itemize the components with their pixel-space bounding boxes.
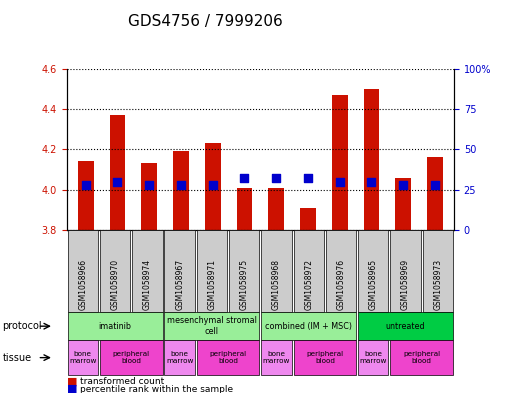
Text: ■: ■	[67, 384, 77, 393]
Bar	[141, 163, 157, 230]
Bar	[427, 157, 443, 230]
Text: mesenchymal stromal
cell: mesenchymal stromal cell	[167, 316, 257, 336]
Point	[145, 182, 153, 188]
Text: GSM1058967: GSM1058967	[175, 259, 184, 310]
Bar	[332, 95, 348, 230]
Text: protocol: protocol	[3, 321, 42, 331]
Text: percentile rank within the sample: percentile rank within the sample	[80, 385, 232, 393]
Point	[336, 178, 344, 185]
Text: untreated: untreated	[386, 322, 425, 331]
Text: peripheral
blood: peripheral blood	[403, 351, 440, 364]
Text: GDS4756 / 7999206: GDS4756 / 7999206	[128, 14, 283, 29]
Text: tissue: tissue	[3, 353, 32, 363]
Point	[82, 182, 90, 188]
Text: GSM1058973: GSM1058973	[433, 259, 442, 310]
Bar	[205, 143, 221, 230]
Bar	[364, 89, 380, 230]
Bar	[173, 151, 189, 230]
Text: imatinib: imatinib	[98, 322, 132, 331]
Text: GSM1058965: GSM1058965	[369, 259, 378, 310]
Point	[241, 175, 249, 182]
Text: GSM1058970: GSM1058970	[111, 259, 120, 310]
Text: GSM1058974: GSM1058974	[143, 259, 152, 310]
Point	[209, 182, 217, 188]
Text: bone
marrow: bone marrow	[360, 351, 387, 364]
Point	[367, 178, 376, 185]
Text: GSM1058969: GSM1058969	[401, 259, 410, 310]
Point	[399, 182, 407, 188]
Text: GSM1058972: GSM1058972	[304, 259, 313, 310]
Text: combined (IM + MSC): combined (IM + MSC)	[265, 322, 352, 331]
Bar	[110, 115, 125, 230]
Bar	[78, 162, 94, 230]
Text: GSM1058971: GSM1058971	[207, 259, 216, 310]
Text: bone
marrow: bone marrow	[69, 351, 96, 364]
Text: GSM1058966: GSM1058966	[78, 259, 87, 310]
Bar	[268, 187, 284, 230]
Text: transformed count: transformed count	[80, 377, 164, 386]
Text: ■: ■	[67, 376, 77, 386]
Point	[272, 175, 280, 182]
Bar	[236, 187, 252, 230]
Point	[177, 182, 185, 188]
Point	[113, 178, 122, 185]
Point	[431, 182, 439, 188]
Text: bone
marrow: bone marrow	[166, 351, 193, 364]
Text: GSM1058976: GSM1058976	[337, 259, 346, 310]
Text: peripheral
blood: peripheral blood	[306, 351, 344, 364]
Text: peripheral
blood: peripheral blood	[113, 351, 150, 364]
Text: peripheral
blood: peripheral blood	[209, 351, 247, 364]
Bar	[396, 178, 411, 230]
Text: GSM1058968: GSM1058968	[272, 259, 281, 310]
Text: bone
marrow: bone marrow	[263, 351, 290, 364]
Bar	[300, 208, 316, 230]
Text: GSM1058975: GSM1058975	[240, 259, 249, 310]
Point	[304, 175, 312, 182]
